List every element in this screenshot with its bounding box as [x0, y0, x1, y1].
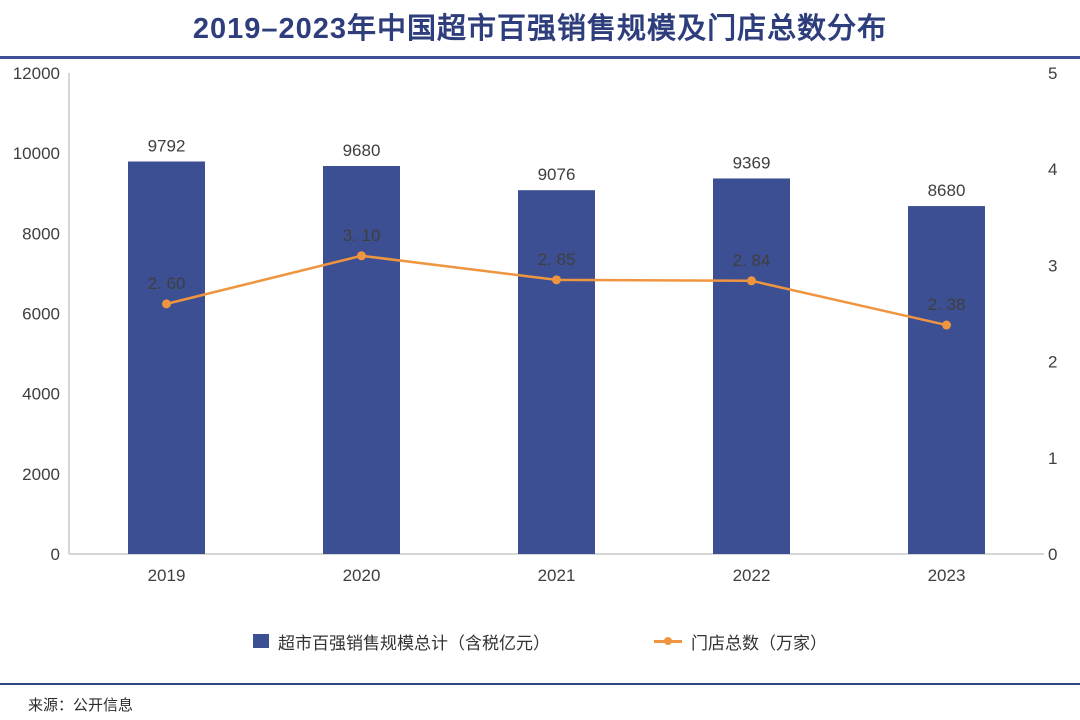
bar-value-label: 9680 [343, 141, 381, 160]
line-point-label: 2. 84 [733, 251, 771, 270]
right-axis-tick-label: 5 [1048, 64, 1057, 83]
left-axis-tick-label: 10000 [13, 144, 60, 163]
line-point-label: 2. 60 [148, 274, 186, 293]
line-point-marker-2022 [747, 276, 756, 286]
x-axis-category-label: 2021 [538, 566, 576, 585]
line-series-swatch-icon [654, 636, 682, 646]
right-axis-tick-label: 0 [1048, 545, 1057, 564]
x-axis-category-label: 2019 [148, 566, 186, 585]
line-point-marker-2020 [357, 251, 366, 261]
right-axis-tick-label: 2 [1048, 353, 1057, 372]
bar-value-label: 9792 [148, 137, 186, 156]
right-axis-tick-label: 3 [1048, 256, 1057, 275]
bar-2021 [518, 190, 595, 554]
bar-value-label: 8680 [928, 181, 966, 200]
legend-label-bar-series: 超市百强销售规模总计（含税亿元） [278, 633, 550, 653]
combo-chart: 0 2000 4000 6000 8000 10000 12000 0 1 2 3 4 5 2019 202… [13, 64, 1058, 585]
line-point-marker-2023 [942, 320, 951, 330]
source-note: 来源：公开信息 [28, 697, 134, 714]
x-axis-category-label: 2023 [928, 566, 966, 585]
bar-value-label: 9076 [538, 165, 576, 184]
left-axis-tick-label: 8000 [22, 224, 60, 243]
line-point-marker-2021 [552, 275, 561, 285]
line-point-marker-2019 [162, 299, 171, 309]
line-point-label: 3. 10 [343, 226, 381, 245]
left-axis-tick-label: 6000 [22, 305, 60, 324]
bar-2020 [323, 165, 400, 554]
line-point-label: 2. 85 [538, 250, 576, 269]
footer-divider [0, 683, 1080, 685]
title-divider [0, 56, 1080, 59]
bar-2022 [713, 178, 790, 554]
bar-2023 [908, 206, 985, 554]
bar-series-swatch-icon [253, 634, 269, 648]
chart-title: 2019–2023年中国超市百强销售规模及门店总数分布 [192, 13, 888, 45]
left-axis-tick-label: 2000 [22, 465, 60, 484]
bar-value-label: 9369 [733, 153, 771, 172]
left-axis-tick-label: 12000 [13, 64, 60, 83]
left-axis-tick-label: 0 [51, 545, 60, 564]
left-axis-tick-label: 4000 [22, 385, 60, 404]
x-axis-category-label: 2022 [733, 566, 771, 585]
legend-item-line-series: 门店总数（万家） [654, 629, 827, 654]
chart-legend: 超市百强销售规模总计（含税亿元） 门店总数（万家） [0, 626, 1080, 656]
line-point-label: 2. 38 [928, 295, 966, 314]
right-axis-tick-label: 4 [1048, 160, 1057, 179]
legend-label-line-series: 门店总数（万家） [691, 633, 827, 653]
legend-item-bar-series: 超市百强销售规模总计（含税亿元） [253, 629, 550, 654]
right-axis-tick-label: 1 [1048, 449, 1057, 468]
bar-2019 [128, 161, 205, 554]
x-axis-category-label: 2020 [343, 566, 381, 585]
